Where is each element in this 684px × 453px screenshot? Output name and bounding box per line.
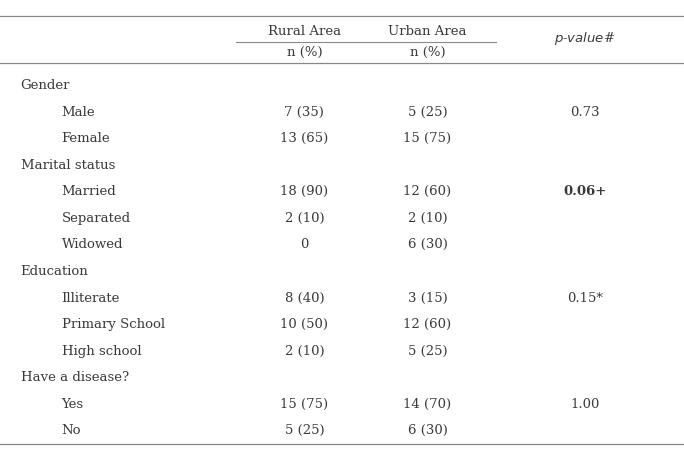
Text: Have a disease?: Have a disease? <box>21 371 129 384</box>
Text: 13 (65): 13 (65) <box>280 132 328 145</box>
Text: Separated: Separated <box>62 212 131 225</box>
Text: Illiterate: Illiterate <box>62 292 120 304</box>
Text: High school: High school <box>62 345 141 357</box>
Text: Male: Male <box>62 106 95 119</box>
Text: 6 (30): 6 (30) <box>408 424 447 437</box>
Text: 5 (25): 5 (25) <box>285 424 324 437</box>
Text: Gender: Gender <box>21 79 70 92</box>
Text: Urban Area: Urban Area <box>389 25 466 38</box>
Text: Married: Married <box>62 185 116 198</box>
Text: 15 (75): 15 (75) <box>280 398 328 410</box>
Text: 2 (10): 2 (10) <box>285 345 324 357</box>
Text: 10 (50): 10 (50) <box>280 318 328 331</box>
Text: 5 (25): 5 (25) <box>408 106 447 119</box>
Text: 5 (25): 5 (25) <box>408 345 447 357</box>
Text: 2 (10): 2 (10) <box>285 212 324 225</box>
Text: 6 (30): 6 (30) <box>408 238 447 251</box>
Text: 14 (70): 14 (70) <box>404 398 451 410</box>
Text: n (%): n (%) <box>287 46 322 58</box>
Text: $p$-$value$#: $p$-$value$# <box>554 30 616 47</box>
Text: 0: 0 <box>300 238 308 251</box>
Text: Rural Area: Rural Area <box>268 25 341 38</box>
Text: n (%): n (%) <box>410 46 445 58</box>
Text: Female: Female <box>62 132 110 145</box>
Text: 15 (75): 15 (75) <box>404 132 451 145</box>
Text: 7 (35): 7 (35) <box>285 106 324 119</box>
Text: 0.06+: 0.06+ <box>563 185 607 198</box>
Text: 18 (90): 18 (90) <box>280 185 328 198</box>
Text: Marital status: Marital status <box>21 159 115 172</box>
Text: 2 (10): 2 (10) <box>408 212 447 225</box>
Text: 0.15*: 0.15* <box>567 292 603 304</box>
Text: 8 (40): 8 (40) <box>285 292 324 304</box>
Text: Education: Education <box>21 265 88 278</box>
Text: Widowed: Widowed <box>62 238 123 251</box>
Text: 12 (60): 12 (60) <box>404 318 451 331</box>
Text: No: No <box>62 424 81 437</box>
Text: 1.00: 1.00 <box>570 398 599 410</box>
Text: 0.73: 0.73 <box>570 106 600 119</box>
Text: Yes: Yes <box>62 398 83 410</box>
Text: 12 (60): 12 (60) <box>404 185 451 198</box>
Text: Primary School: Primary School <box>62 318 165 331</box>
Text: 3 (15): 3 (15) <box>408 292 447 304</box>
